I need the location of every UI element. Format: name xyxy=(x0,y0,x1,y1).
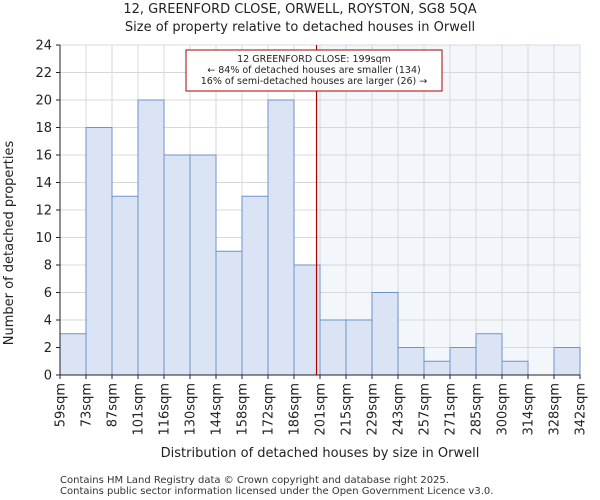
bar-328sqm xyxy=(553,347,581,376)
x-tick-label: 116sqm xyxy=(158,383,173,436)
y-tick-label: 8 xyxy=(44,259,52,274)
y-tick-label: 22 xyxy=(35,66,52,81)
bar-87sqm xyxy=(111,195,139,376)
x-tick-label: 314sqm xyxy=(522,383,537,436)
annotation-border xyxy=(185,49,443,92)
bar-101sqm xyxy=(137,99,165,376)
y-tick-label: 4 xyxy=(44,314,52,329)
y-tick-label: 2 xyxy=(44,341,52,356)
bars xyxy=(59,99,581,376)
x-tick-label: 73sqm xyxy=(80,383,95,427)
x-tick-label: 257sqm xyxy=(418,383,433,436)
bar-201sqm xyxy=(319,319,347,376)
x-tick-label: 144sqm xyxy=(210,383,225,436)
x-tick-label: 172sqm xyxy=(262,383,277,436)
x-tick-label: 101sqm xyxy=(132,383,147,436)
annotation-line3: 16% of semi-detached houses are larger (… xyxy=(201,76,428,87)
y-tick-label: 0 xyxy=(44,369,52,384)
y-tick-label: 6 xyxy=(44,286,52,301)
bar-59sqm xyxy=(59,333,87,376)
bar-116sqm xyxy=(163,154,191,376)
bar-144sqm xyxy=(215,250,243,376)
chart-title-line2: Size of property relative to detached ho… xyxy=(125,20,475,35)
bar-257sqm xyxy=(423,360,451,376)
x-tick-label: 328sqm xyxy=(548,383,563,436)
bar-285sqm xyxy=(475,333,503,376)
y-tick-label: 18 xyxy=(35,121,52,136)
x-axis-ticks: 59sqm 73sqm 87sqm 101sqm 116sqm 130sqm 144sqm 1… xyxy=(54,375,589,436)
bar-130sqm xyxy=(189,154,217,376)
footer-line1: Contains HM Land Registry data © Crown c… xyxy=(60,475,449,486)
x-axis-label: Distribution of detached houses by size … xyxy=(161,446,480,461)
x-tick-label: 285sqm xyxy=(470,383,485,436)
bar-243sqm xyxy=(397,347,425,376)
y-tick-label: 12 xyxy=(35,204,52,219)
y-tick-label: 16 xyxy=(35,149,52,164)
x-tick-label: 243sqm xyxy=(392,383,407,436)
x-tick-label: 130sqm xyxy=(184,383,199,436)
x-tick-label: 87sqm xyxy=(106,383,121,427)
y-tick-label: 10 xyxy=(35,231,52,246)
bar-271sqm xyxy=(449,347,477,376)
annotation-box: 12 GREENFORD CLOSE: 199sqm ← 84% of deta… xyxy=(185,49,443,92)
y-tick-label: 14 xyxy=(35,176,52,191)
x-tick-label: 186sqm xyxy=(288,383,303,436)
bar-300sqm xyxy=(501,360,529,376)
x-tick-label: 59sqm xyxy=(54,383,69,427)
x-tick-label: 271sqm xyxy=(444,383,459,436)
x-tick-label: 342sqm xyxy=(574,383,589,436)
chart-title-line1: 12, GREENFORD CLOSE, ORWELL, ROYSTON, SG… xyxy=(123,2,476,17)
y-tick-label: 24 xyxy=(35,39,52,54)
annotation-line2: ← 84% of detached houses are smaller (13… xyxy=(207,65,420,76)
bar-215sqm xyxy=(345,319,373,376)
x-tick-label: 300sqm xyxy=(496,383,511,436)
y-axis-label: Number of detached properties xyxy=(2,141,17,346)
x-tick-label: 229sqm xyxy=(366,383,381,436)
footer-line2: Contains public sector information licen… xyxy=(60,486,493,497)
annotation-line1: 12 GREENFORD CLOSE: 199sqm xyxy=(237,54,391,65)
y-tick-label: 20 xyxy=(35,94,52,109)
x-tick-label: 215sqm xyxy=(340,383,355,436)
bar-172sqm xyxy=(267,99,295,376)
x-tick-label: 201sqm xyxy=(314,383,329,436)
x-tick-label: 158sqm xyxy=(236,383,251,436)
bar-73sqm xyxy=(85,127,113,376)
bar-229sqm xyxy=(371,292,399,376)
bar-158sqm xyxy=(241,195,269,376)
